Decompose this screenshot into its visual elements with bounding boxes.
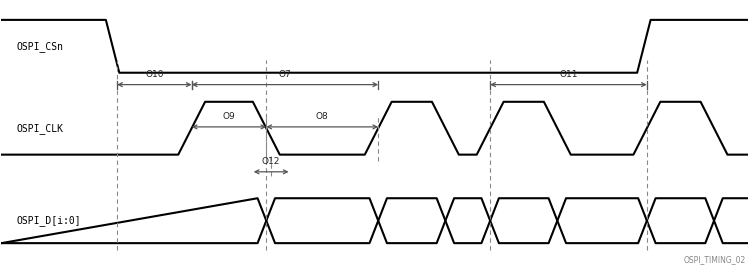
Text: OSPI_D[i:0]: OSPI_D[i:0] bbox=[16, 215, 81, 226]
Text: OSPI_CLK: OSPI_CLK bbox=[16, 123, 64, 134]
Text: O7: O7 bbox=[279, 70, 291, 79]
Text: O11: O11 bbox=[560, 70, 577, 79]
Text: O8: O8 bbox=[316, 112, 329, 121]
Text: OSPI_TIMING_02: OSPI_TIMING_02 bbox=[684, 255, 746, 264]
Text: OSPI_CSn: OSPI_CSn bbox=[16, 41, 64, 52]
Text: O10: O10 bbox=[145, 70, 163, 79]
Text: O9: O9 bbox=[222, 112, 235, 121]
Text: O12: O12 bbox=[262, 157, 280, 166]
